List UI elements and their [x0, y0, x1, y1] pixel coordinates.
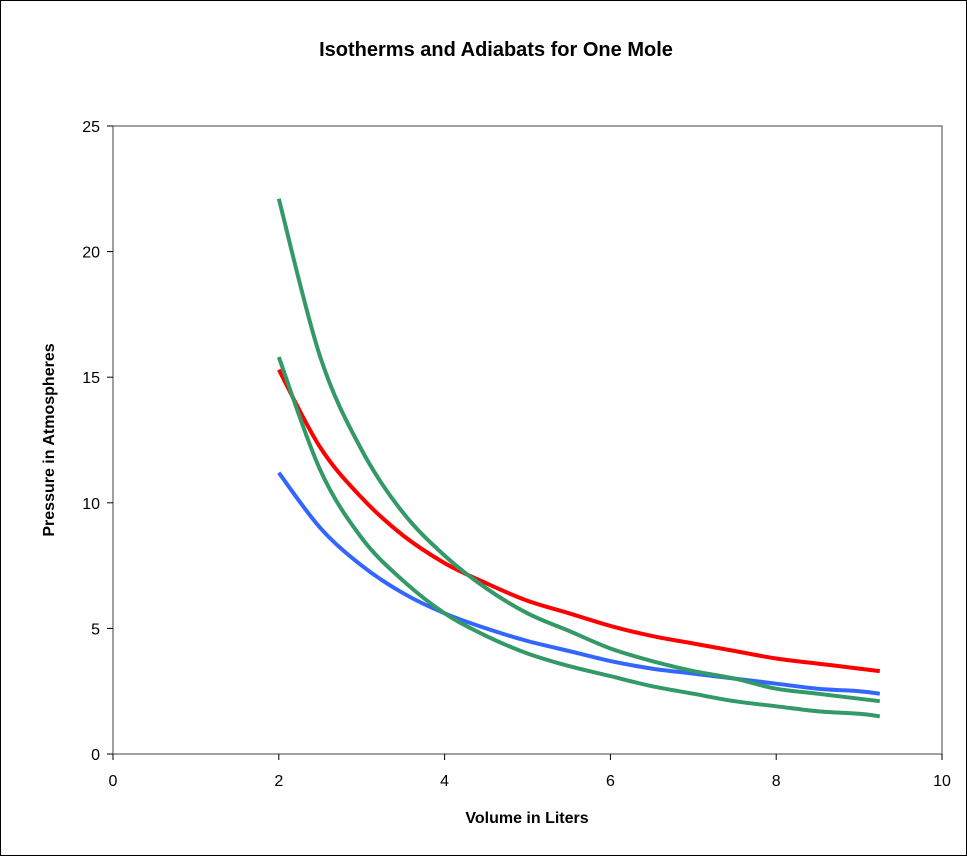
series-line-2 — [277, 471, 881, 696]
y-tick-label: 10 — [82, 496, 100, 513]
x-tick-label: 6 — [606, 773, 615, 790]
x-tick-label: 10 — [933, 773, 951, 790]
x-tick-label: 4 — [440, 773, 449, 790]
series-line-3 — [276, 198, 881, 704]
series-line-4 — [276, 356, 881, 719]
series-layer — [276, 198, 881, 719]
chart-title: Isotherms and Adiabats for One Mole — [319, 39, 673, 61]
plot-area — [112, 125, 943, 755]
y-tick-label: 25 — [82, 119, 100, 136]
y-axis-label: Pressure in Atmospheres — [41, 343, 58, 536]
y-tick-label: 20 — [82, 245, 100, 262]
y-tick-label: 0 — [91, 747, 100, 764]
y-axis: 0 5 10 15 20 25 — [82, 119, 113, 764]
x-tick-label: 2 — [274, 773, 283, 790]
x-tick-label: 0 — [109, 773, 118, 790]
series-line-1 — [277, 368, 881, 674]
y-tick-label: 15 — [82, 370, 100, 387]
x-axis-label: Volume in Liters — [465, 810, 588, 827]
x-tick-label: 8 — [772, 773, 781, 790]
x-axis: 0 2 4 6 8 10 — [109, 754, 951, 790]
y-tick-label: 5 — [91, 621, 100, 638]
